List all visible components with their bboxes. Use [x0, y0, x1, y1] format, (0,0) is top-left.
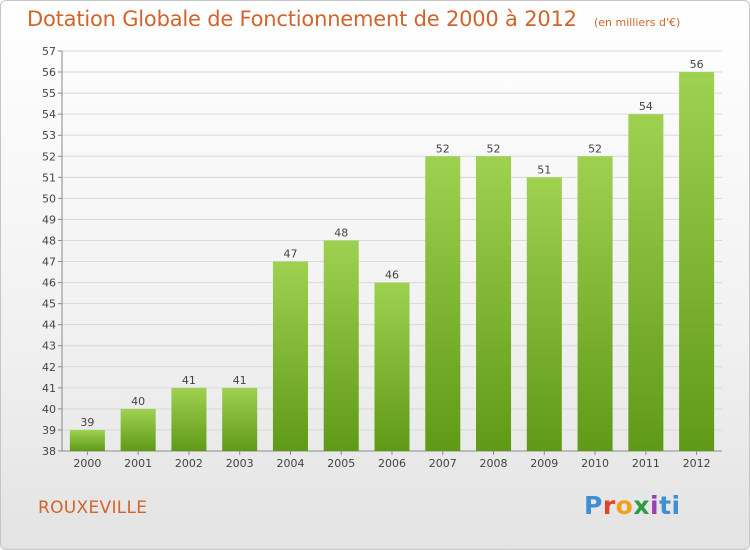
y-tick-label: 44 — [42, 319, 56, 332]
x-tick-label: 2004 — [276, 457, 304, 470]
data-label-2000: 39 — [80, 416, 94, 429]
x-tick-label: 2009 — [530, 457, 558, 470]
x-tick-label: 2003 — [226, 457, 254, 470]
y-tick-label: 52 — [42, 150, 56, 163]
x-tick-label: 2002 — [175, 457, 203, 470]
bar-2006 — [374, 282, 410, 451]
logo-letter: x — [633, 491, 650, 520]
x-tick-label: 2008 — [480, 457, 508, 470]
bar-2002 — [171, 387, 207, 451]
title-line: Dotation Globale de Fonctionnement de 20… — [27, 7, 680, 31]
data-label-2011: 54 — [639, 100, 653, 113]
y-tick-label: 50 — [42, 192, 56, 205]
y-tick-label: 54 — [42, 108, 56, 121]
x-tick-label: 2006 — [378, 457, 406, 470]
data-labels: 39 40 41 41 47 48 46 52 52 51 52 54 56 — [80, 58, 703, 429]
bar-2008 — [476, 156, 512, 451]
bar-2005 — [323, 240, 359, 451]
data-label-2004: 47 — [283, 248, 297, 261]
bar-2012 — [679, 72, 715, 451]
y-tick-label: 46 — [42, 277, 56, 290]
y-tick-label: 38 — [42, 445, 56, 458]
data-label-2006: 46 — [385, 269, 399, 282]
data-label-2008: 52 — [487, 142, 501, 155]
x-tick-label: 2007 — [429, 457, 457, 470]
bar-2007 — [425, 156, 461, 451]
x-tick-label: 2000 — [73, 457, 101, 470]
bar-2009 — [526, 177, 562, 451]
x-tick-label: 2011 — [632, 457, 660, 470]
bar-2011 — [628, 114, 664, 451]
y-tick-label: 49 — [42, 213, 56, 226]
y-tick-label: 41 — [42, 382, 56, 395]
y-tick-label: 45 — [42, 298, 56, 311]
y-tick-label: 55 — [42, 87, 56, 100]
bar-2004 — [272, 261, 308, 451]
bars — [69, 72, 715, 451]
bar-2003 — [222, 387, 258, 451]
chart-title: Dotation Globale de Fonctionnement de 20… — [27, 7, 577, 31]
logo-letter: r — [602, 491, 616, 520]
data-label-2007: 52 — [436, 142, 450, 155]
x-tick-label: 2001 — [124, 457, 152, 470]
chart-unit-label: (en milliers d'€) — [593, 16, 681, 29]
y-tick-label: 42 — [42, 361, 56, 374]
bar-2001 — [120, 408, 156, 451]
y-tick-label: 53 — [42, 129, 56, 142]
commune-name: ROUXEVILLE — [38, 498, 148, 518]
data-label-2010: 52 — [588, 142, 602, 155]
bar-2010 — [577, 156, 613, 451]
data-label-2009: 51 — [537, 163, 551, 176]
y-tick-label: 47 — [42, 256, 56, 269]
y-tick-label: 51 — [42, 171, 56, 184]
logo-letter: t — [659, 491, 672, 520]
y-tick-label: 39 — [42, 424, 56, 437]
x-tick-label: 2005 — [327, 457, 355, 470]
data-label-2001: 40 — [131, 395, 145, 408]
bar-2000 — [69, 429, 105, 451]
y-tick-label: 57 — [42, 45, 56, 58]
data-label-2012: 56 — [690, 58, 704, 71]
logo-letter: i — [650, 491, 660, 520]
data-label-2002: 41 — [182, 374, 196, 387]
x-tick-label: 2012 — [683, 457, 711, 470]
y-tick-label: 40 — [42, 403, 56, 416]
y-tick-label: 56 — [42, 66, 56, 79]
y-tick-label: 48 — [42, 234, 56, 247]
logo-letter: o — [615, 491, 634, 520]
proxiti-logo[interactable]: Proxiti — [584, 491, 681, 520]
data-label-2003: 41 — [233, 374, 247, 387]
x-tick-label: 2010 — [581, 457, 609, 470]
logo-letter: P — [584, 491, 603, 520]
logo-letter: i — [671, 491, 681, 520]
y-tick-label: 43 — [42, 340, 56, 353]
data-label-2005: 48 — [334, 226, 348, 239]
